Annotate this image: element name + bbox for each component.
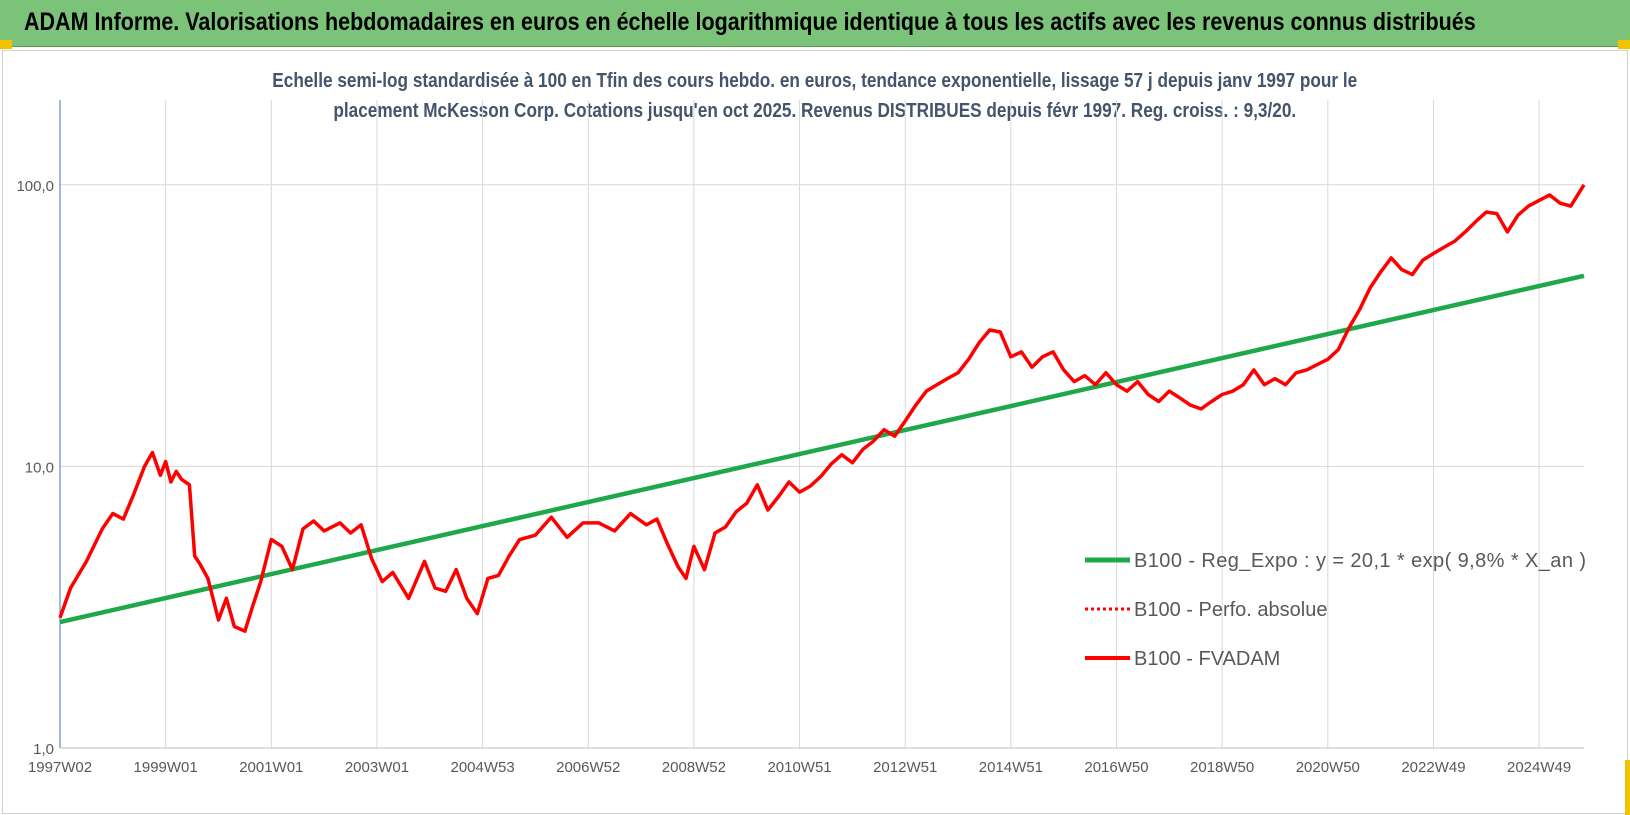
corner-marker-right — [1618, 40, 1630, 49]
banner-title: ADAM Informe. Valorisations hebdomadaire… — [24, 8, 1476, 36]
series-line-fvadam — [58, 183, 1586, 633]
x-tick-label: 2012W51 — [873, 759, 937, 776]
chart-subtitle-line2: placement McKesson Corp. Cotations jusqu… — [333, 100, 1297, 122]
x-tick-label: 2024W49 — [1507, 759, 1571, 776]
x-tick-label: 2018W50 — [1190, 759, 1254, 776]
x-tick-label: 2014W51 — [979, 759, 1043, 776]
banner: ADAM Informe. Valorisations hebdomadaire… — [0, 0, 1630, 47]
legend-label: B100 - Perfo. absolue — [1134, 599, 1327, 621]
x-tick-label: 1997W02 — [28, 759, 92, 776]
corner-marker-left — [0, 40, 12, 49]
x-tick-label: 2001W01 — [239, 759, 303, 776]
legend-label: B100 - Reg_Expo : y = 20,1 * exp( 9,8% *… — [1134, 550, 1586, 572]
legend-label: B100 - FVADAM — [1134, 648, 1280, 670]
x-tick-label: 2010W51 — [767, 759, 831, 776]
y-tick-label: 100,0 — [16, 178, 54, 195]
x-tick-label: 1999W01 — [134, 759, 198, 776]
y-tick-label: 10,0 — [25, 459, 54, 476]
x-tick-label: 2004W53 — [450, 759, 514, 776]
x-tick-label: 2008W52 — [662, 759, 726, 776]
series-line-regression — [59, 273, 1585, 625]
x-tick-label: 2022W49 — [1401, 759, 1465, 776]
chart-subtitle-line1: Echelle semi-log standardisée à 100 en T… — [272, 70, 1358, 92]
x-tick-label: 2006W52 — [556, 759, 620, 776]
y-tick-label: 1,0 — [33, 741, 54, 758]
chart-frame — [2, 50, 1628, 814]
corner-marker-bottom-right — [1625, 760, 1630, 815]
x-tick-label: 2003W01 — [345, 759, 409, 776]
x-tick-label: 2020W50 — [1296, 759, 1360, 776]
x-tick-label: 2016W50 — [1084, 759, 1148, 776]
